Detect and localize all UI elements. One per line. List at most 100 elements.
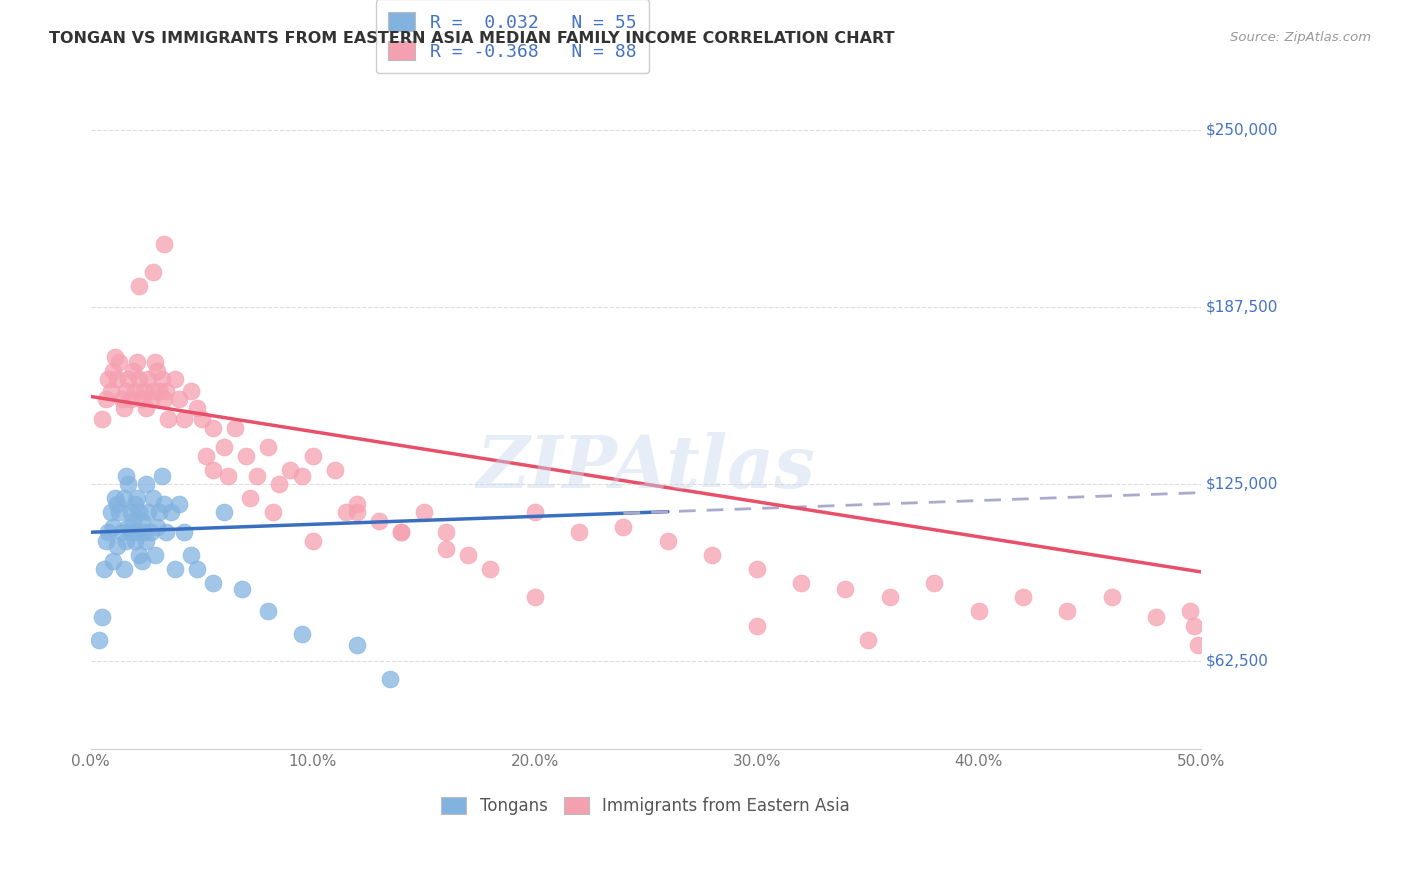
Point: [212, 441, 235, 455]
Point: [834, 582, 856, 596]
Point: [121, 364, 143, 378]
Point: [380, 673, 402, 687]
Point: [323, 463, 346, 477]
Text: ZIPAtlas: ZIPAtlas: [477, 432, 815, 503]
Point: [143, 355, 166, 369]
Point: [745, 618, 768, 632]
Text: Source: ZipAtlas.com: Source: ZipAtlas.com: [1230, 31, 1371, 45]
Text: $125,000: $125,000: [1206, 476, 1278, 491]
Point: [1101, 591, 1123, 605]
Point: [434, 542, 457, 557]
Point: [135, 477, 157, 491]
Point: [745, 562, 768, 576]
Point: [412, 505, 434, 519]
Point: [967, 604, 990, 618]
Point: [132, 384, 155, 398]
Point: [186, 401, 208, 415]
Point: [346, 505, 368, 519]
Point: [131, 392, 153, 407]
Point: [111, 392, 134, 407]
Point: [148, 384, 170, 398]
Point: [155, 384, 177, 398]
Point: [138, 372, 160, 386]
Point: [132, 525, 155, 540]
Point: [108, 355, 131, 369]
Point: [153, 392, 176, 407]
Point: [523, 591, 546, 605]
Point: [96, 533, 118, 548]
Point: [124, 497, 146, 511]
Point: [290, 627, 312, 641]
Point: [239, 491, 262, 506]
Point: [128, 548, 150, 562]
Point: [93, 562, 115, 576]
Point: [120, 505, 142, 519]
Point: [922, 576, 945, 591]
Point: [257, 441, 280, 455]
Point: [105, 372, 128, 386]
Text: $187,500: $187,500: [1206, 300, 1278, 315]
Point: [105, 497, 128, 511]
Point: [111, 525, 134, 540]
Point: [153, 497, 176, 511]
Point: [479, 562, 502, 576]
Point: [790, 576, 813, 591]
Point: [100, 505, 122, 519]
Point: [117, 477, 139, 491]
Point: [224, 420, 246, 434]
Point: [212, 505, 235, 519]
Point: [257, 604, 280, 618]
Point: [112, 401, 135, 415]
Point: [104, 350, 127, 364]
Point: [90, 610, 112, 624]
Point: [100, 384, 122, 398]
Point: [173, 412, 195, 426]
Point: [1187, 639, 1209, 653]
Point: [163, 372, 186, 386]
Point: [301, 449, 323, 463]
Point: [201, 576, 224, 591]
Text: TONGAN VS IMMIGRANTS FROM EASTERN ASIA MEDIAN FAMILY INCOME CORRELATION CHART: TONGAN VS IMMIGRANTS FROM EASTERN ASIA M…: [49, 31, 894, 46]
Point: [97, 372, 120, 386]
Point: [131, 514, 153, 528]
Point: [169, 392, 191, 407]
Point: [290, 468, 312, 483]
Point: [139, 525, 162, 540]
Point: [124, 384, 146, 398]
Point: [101, 553, 124, 567]
Point: [146, 364, 169, 378]
Point: [89, 632, 111, 647]
Point: [186, 562, 208, 576]
Point: [101, 364, 124, 378]
Point: [169, 497, 191, 511]
Point: [142, 491, 165, 506]
Point: [117, 372, 139, 386]
Point: [101, 519, 124, 533]
Point: [269, 477, 291, 491]
Point: [150, 372, 173, 386]
Point: [1144, 610, 1167, 624]
Point: [112, 491, 135, 506]
Point: [128, 505, 150, 519]
Point: [115, 468, 138, 483]
Text: $250,000: $250,000: [1206, 123, 1278, 138]
Point: [235, 449, 257, 463]
Point: [127, 355, 149, 369]
Point: [195, 449, 218, 463]
Point: [128, 279, 150, 293]
Point: [1056, 604, 1078, 618]
Point: [246, 468, 269, 483]
Text: $62,500: $62,500: [1206, 654, 1270, 668]
Point: [702, 548, 724, 562]
Point: [391, 525, 413, 540]
Point: [434, 525, 457, 540]
Point: [148, 505, 170, 519]
Point: [127, 491, 149, 506]
Point: [146, 519, 169, 533]
Point: [104, 491, 127, 506]
Point: [138, 505, 160, 519]
Point: [346, 497, 368, 511]
Point: [201, 420, 224, 434]
Point: [1178, 604, 1201, 618]
Point: [115, 533, 138, 548]
